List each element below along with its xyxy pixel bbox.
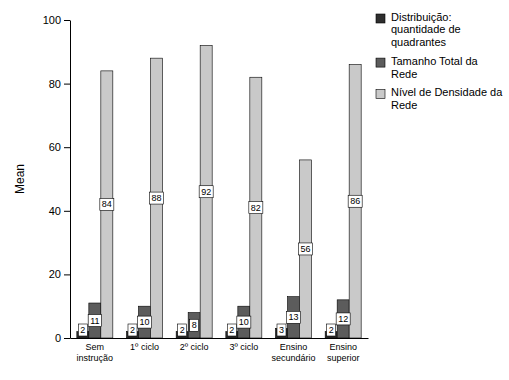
tick: Ensinosecundário	[271, 342, 315, 362]
bar	[139, 306, 151, 338]
legend-swatch	[376, 14, 385, 23]
data-label-box	[149, 192, 163, 204]
legend-swatch	[376, 90, 385, 99]
data-label: 88	[151, 193, 161, 203]
data-label: 2	[130, 325, 135, 335]
data-label-box	[348, 195, 362, 207]
tick: Ensinosuperior	[327, 342, 360, 362]
tick-mark	[64, 338, 70, 339]
tick-mark	[64, 84, 70, 85]
tick: Seminstrução	[77, 342, 114, 362]
legend-label: Distribuição:quantidade dequadrantes	[391, 11, 461, 48]
bar	[200, 45, 212, 338]
bars	[77, 45, 361, 338]
axis-line	[71, 338, 369, 339]
tick-label: 3º ciclo	[229, 342, 258, 352]
data-label-box	[227, 324, 236, 336]
bar	[337, 300, 349, 338]
tick-mark	[64, 20, 70, 21]
data-label: 8	[192, 320, 197, 330]
tick: 100	[43, 14, 70, 26]
tick: 40	[49, 205, 70, 217]
legend-swatch	[376, 58, 385, 67]
data-label-box	[286, 311, 300, 323]
tick-label: 100	[43, 14, 61, 26]
tick-label: Ensinosuperior	[327, 342, 360, 362]
data-label-box	[178, 324, 187, 336]
chart: 0 20 40 60 80 100 Seminstrução 1º ciclo 2º ciclo…	[0, 0, 509, 380]
data-label: 2	[329, 325, 334, 335]
data-label-box	[100, 198, 114, 210]
tick-label: 2º ciclo	[180, 342, 209, 352]
data-label: 11	[90, 316, 99, 326]
bar	[349, 65, 361, 338]
legend: Distribuição:quantidade dequadrantes Tama…	[376, 11, 503, 111]
data-label: 84	[102, 199, 112, 209]
tick: 20	[49, 268, 70, 280]
data-label: 13	[288, 312, 298, 322]
tick-label: 20	[49, 268, 61, 280]
data-label-box	[277, 324, 286, 336]
tick: 0	[55, 332, 70, 344]
data-label: 2	[229, 325, 234, 335]
bar	[300, 160, 312, 338]
tick-label: 0	[55, 332, 61, 344]
data-label: 10	[239, 317, 249, 327]
tick: 80	[49, 78, 70, 90]
data-label: 92	[201, 187, 211, 197]
bar	[101, 71, 113, 338]
axis-title: Mean	[13, 164, 27, 194]
tick-label: 80	[49, 78, 61, 90]
data-label-box	[199, 186, 213, 198]
tick: 2º ciclo	[180, 342, 209, 352]
data-label: 56	[300, 244, 310, 254]
data-label: 86	[350, 196, 360, 206]
tick-label: Ensinosecundário	[271, 342, 315, 362]
data-label-box	[78, 324, 87, 336]
data-label: 2	[80, 325, 85, 335]
bar	[288, 297, 300, 338]
data-label: 10	[139, 317, 149, 327]
bar	[151, 58, 163, 338]
tick: 3º ciclo	[229, 342, 258, 352]
tick-label: 1º ciclo	[130, 342, 159, 352]
data-label-box	[137, 316, 151, 328]
data-label: 82	[251, 203, 261, 213]
tick: 1º ciclo	[130, 342, 159, 352]
bar	[89, 303, 101, 338]
data-label: 2	[180, 325, 185, 335]
legend-label: Nível de Densidade daRede	[391, 86, 503, 111]
data-label-box	[237, 316, 251, 328]
data-label: 3	[279, 325, 284, 335]
tick: 60	[49, 141, 70, 153]
bar	[188, 313, 200, 338]
data-label-box	[327, 324, 336, 336]
legend-label: Tamanho Total daRede	[391, 55, 479, 80]
tick-label: 60	[49, 141, 61, 153]
tick-label: Seminstrução	[77, 342, 114, 362]
data-label-box	[190, 319, 199, 331]
bar	[238, 306, 250, 338]
data-label: 12	[338, 314, 348, 324]
data-label-box	[298, 243, 312, 255]
data-label-box	[128, 324, 137, 336]
axis-line	[70, 21, 71, 339]
data-label-box	[88, 315, 101, 327]
bar	[250, 77, 262, 338]
data-label-box	[336, 313, 350, 325]
data-labels: 2 2 2 2 3 2 11 10 8 10 13 12 84 88 92 82 56 86	[78, 186, 362, 336]
data-label-box	[249, 202, 263, 214]
x-axis: Seminstrução 1º ciclo 2º ciclo 3º ciclo Ensi…	[71, 339, 369, 363]
y-axis: 0 20 40 60 80 100	[43, 14, 71, 344]
tick-label: 40	[49, 205, 61, 217]
tick-mark	[64, 147, 70, 148]
tick-mark	[64, 274, 70, 275]
tick-mark	[64, 211, 70, 212]
